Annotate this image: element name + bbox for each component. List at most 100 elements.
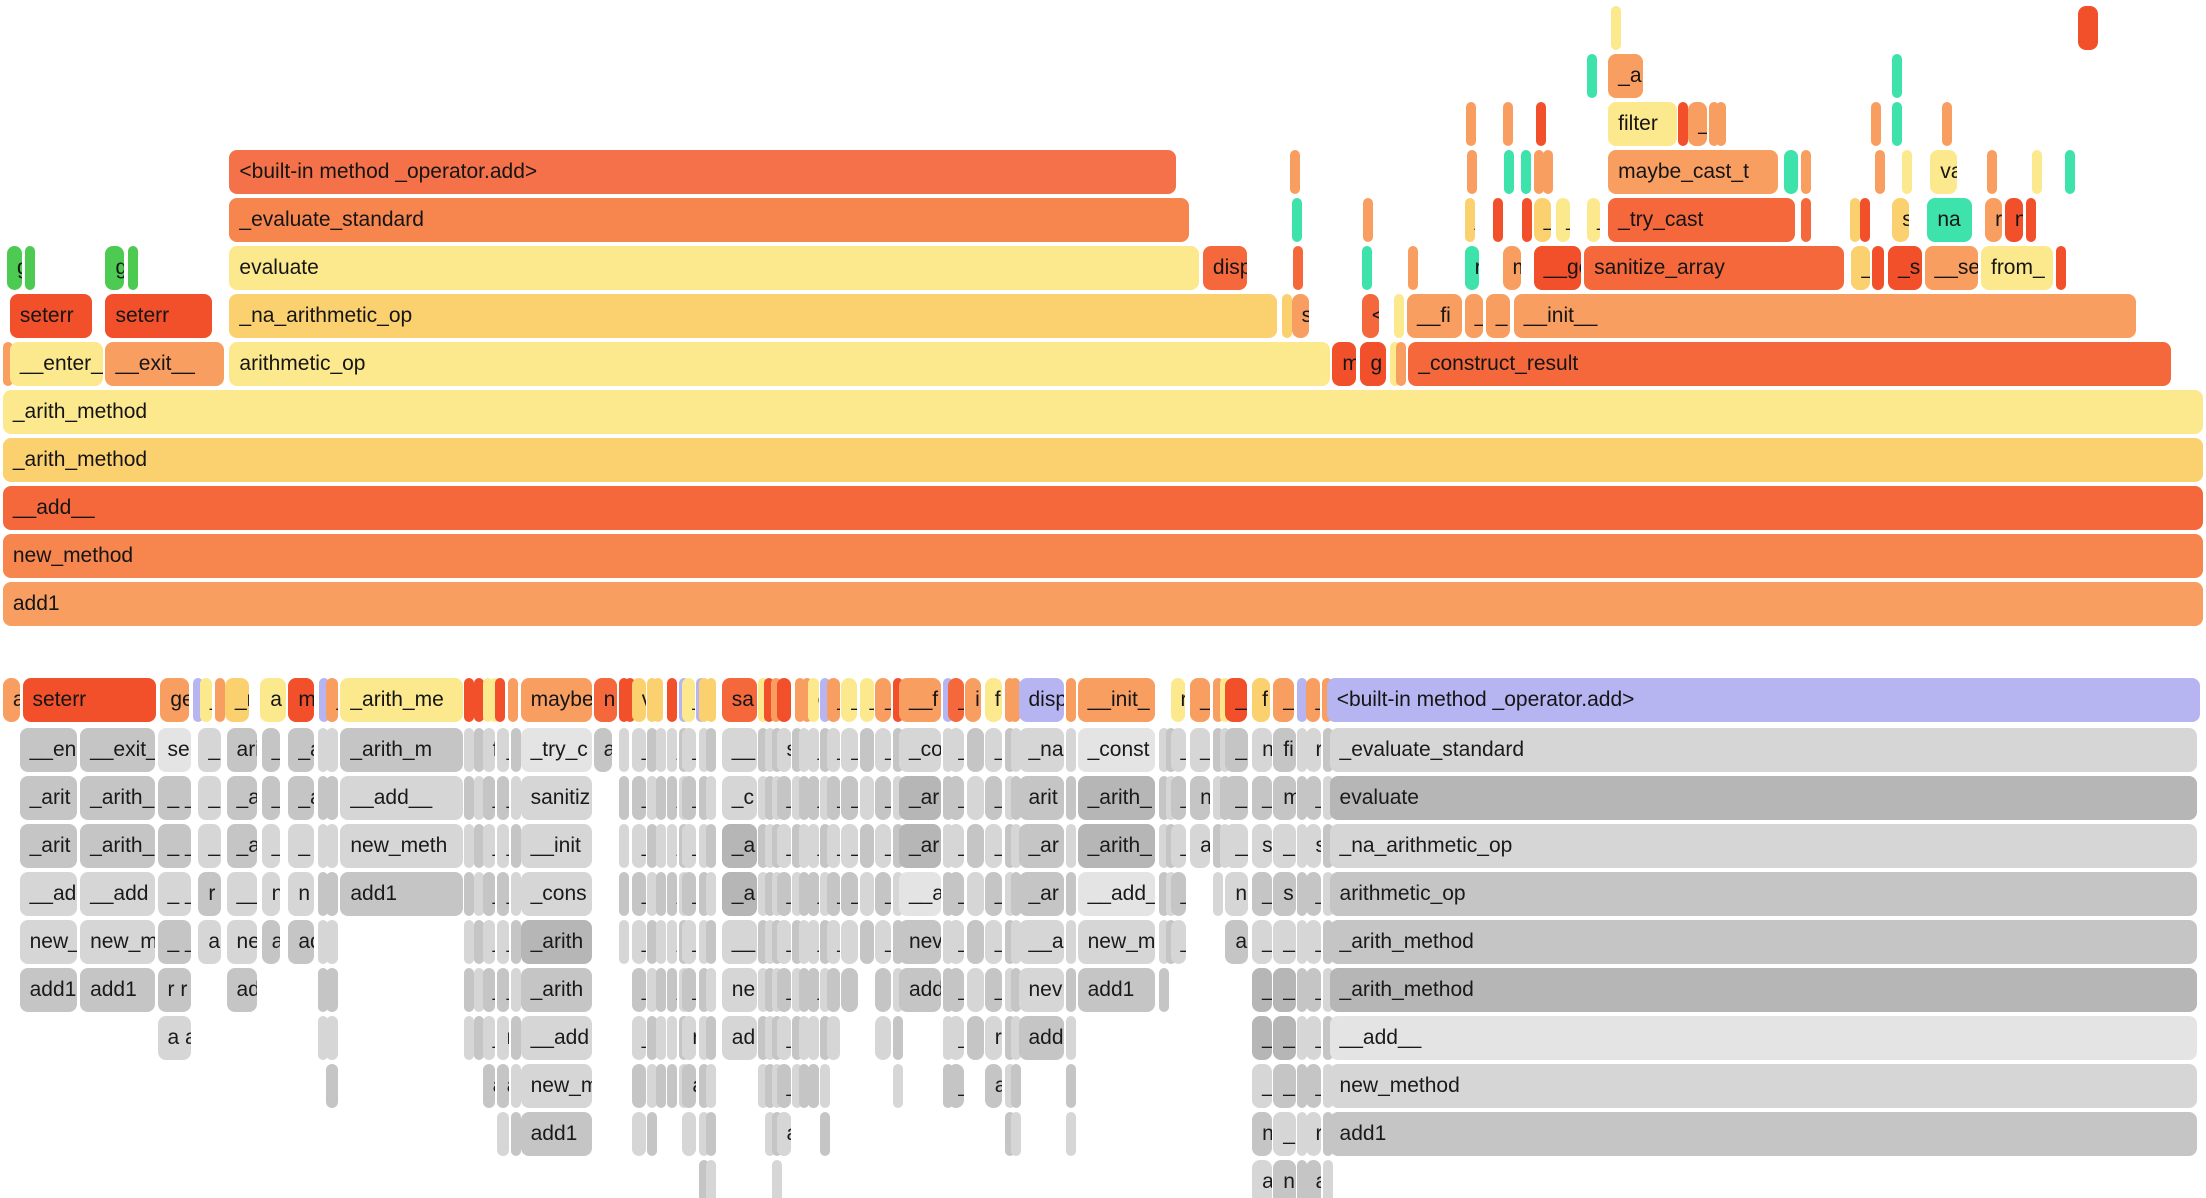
caller-cell[interactable]: _	[496, 920, 510, 964]
caller-cell[interactable]: _	[631, 728, 646, 772]
caller-cell[interactable]	[706, 1016, 717, 1060]
caller-cell[interactable]	[1066, 1112, 1077, 1156]
caller-cell[interactable]	[942, 824, 953, 868]
caller-cell[interactable]	[875, 968, 891, 1012]
caller-cell[interactable]: _	[482, 968, 496, 1012]
caller-cell[interactable]: _	[776, 968, 791, 1012]
caller-cell[interactable]: _	[666, 872, 677, 916]
caller-cell[interactable]	[464, 872, 475, 916]
caller-cell[interactable]: __	[721, 728, 757, 772]
caller-cell[interactable]	[765, 728, 776, 772]
frame[interactable]	[1543, 150, 1554, 194]
caller-cell[interactable]: _ _	[157, 920, 192, 964]
caller-cell[interactable]: _	[496, 968, 510, 1012]
caller-cell[interactable]	[792, 776, 803, 820]
caller-cell[interactable]	[706, 872, 717, 916]
frame[interactable]: _construct_result	[1408, 342, 2171, 386]
caller-cell[interactable]: _	[875, 872, 891, 916]
caller-cell[interactable]	[758, 824, 769, 868]
frame[interactable]: _	[1533, 198, 1551, 242]
caller-cell[interactable]	[966, 920, 984, 964]
frame[interactable]: _	[1556, 198, 1571, 242]
caller-cell[interactable]: _	[1252, 776, 1272, 820]
caller-cell[interactable]: _a	[1225, 728, 1248, 772]
caller-cell[interactable]: _	[1305, 776, 1321, 820]
leaf-frame[interactable]	[489, 678, 500, 722]
caller-cell[interactable]: add1	[1077, 968, 1156, 1012]
caller-cell[interactable]	[1004, 920, 1015, 964]
caller-cell[interactable]	[655, 968, 666, 1012]
caller-cell[interactable]: new_m	[520, 1064, 593, 1108]
caller-cell[interactable]: _	[984, 728, 1002, 772]
caller-cell[interactable]: _	[948, 968, 964, 1012]
caller-cell[interactable]: r	[682, 1016, 697, 1060]
frame[interactable]	[1281, 294, 1292, 338]
caller-cell[interactable]	[1297, 968, 1308, 1012]
caller-cell[interactable]: _	[1252, 968, 1272, 1012]
caller-cell[interactable]	[827, 968, 840, 1012]
caller-cell[interactable]: fi	[1273, 728, 1296, 772]
leaf-frame[interactable]	[507, 678, 518, 722]
frame[interactable]	[1408, 246, 1419, 290]
frame[interactable]: s	[1291, 294, 1309, 338]
leaf-frame[interactable]	[464, 678, 475, 722]
frame[interactable]	[25, 246, 36, 290]
caller-cell[interactable]	[619, 920, 629, 964]
caller-cell[interactable]: sanitiz	[520, 776, 593, 820]
frame[interactable]	[2031, 150, 2042, 194]
caller-cell[interactable]: _	[776, 776, 791, 820]
caller-cell[interactable]: _a	[721, 824, 757, 868]
caller-cell[interactable]: _	[1252, 872, 1272, 916]
caller-cell[interactable]	[758, 968, 769, 1012]
caller-cell[interactable]	[510, 872, 521, 916]
caller-cell[interactable]	[758, 920, 769, 964]
caller-cell[interactable]	[496, 1112, 510, 1156]
caller-cell[interactable]	[1297, 1016, 1308, 1060]
caller-cell[interactable]: _arith	[520, 968, 593, 1012]
caller-cell[interactable]: _	[1170, 872, 1186, 916]
caller-cell[interactable]: _	[682, 968, 697, 1012]
caller-cell[interactable]: _	[631, 776, 646, 820]
leaf-frame[interactable]	[763, 678, 774, 722]
caller-cell[interactable]: _	[666, 728, 677, 772]
caller-cell[interactable]	[1297, 872, 1308, 916]
caller-cell[interactable]: _	[1273, 1016, 1296, 1060]
caller-cell[interactable]: add1	[520, 1112, 593, 1156]
caller-cell[interactable]: a	[1305, 1160, 1321, 1198]
frame[interactable]: g	[1360, 342, 1386, 386]
caller-cell[interactable]	[1212, 728, 1223, 772]
caller-cell[interactable]: _	[1252, 1064, 1272, 1108]
caller-cell[interactable]	[706, 776, 717, 820]
caller-cell[interactable]: _	[682, 920, 697, 964]
caller-cell[interactable]: a	[1190, 824, 1210, 868]
caller-cell[interactable]	[966, 872, 984, 916]
caller-cell[interactable]: add1	[19, 968, 78, 1012]
caller-cell[interactable]	[1004, 1064, 1015, 1108]
caller-cell[interactable]	[1010, 872, 1021, 916]
caller-cell[interactable]: _co	[898, 728, 942, 772]
frame[interactable]	[1610, 6, 1621, 50]
caller-cell[interactable]: _	[496, 776, 510, 820]
caller-cell[interactable]: _	[807, 824, 819, 868]
caller-cell[interactable]: _	[1273, 920, 1296, 964]
leaf-frame[interactable]: _	[948, 678, 964, 722]
caller-cell[interactable]: _	[482, 920, 496, 964]
frame[interactable]: <built-in method _operator.add>	[229, 150, 1177, 194]
frame[interactable]: __ge	[1533, 246, 1582, 290]
caller-cell[interactable]: _	[827, 920, 840, 964]
frame[interactable]	[1291, 198, 1302, 242]
caller-cell[interactable]	[893, 824, 904, 868]
caller-cell[interactable]	[1297, 824, 1308, 868]
caller-cell[interactable]	[474, 872, 485, 916]
caller-cell[interactable]	[893, 1016, 904, 1060]
leaf-frame[interactable]	[942, 678, 953, 722]
caller-cell[interactable]: n	[261, 872, 280, 916]
caller-cell[interactable]: a	[198, 920, 221, 964]
frame[interactable]	[1716, 102, 1727, 146]
caller-cell[interactable]: _a	[226, 776, 258, 820]
frame[interactable]: _	[1485, 294, 1510, 338]
frame[interactable]: va	[1930, 150, 1957, 194]
caller-cell[interactable]: _	[1305, 1016, 1321, 1060]
caller-cell[interactable]	[942, 776, 953, 820]
frame[interactable]	[1363, 198, 1374, 242]
